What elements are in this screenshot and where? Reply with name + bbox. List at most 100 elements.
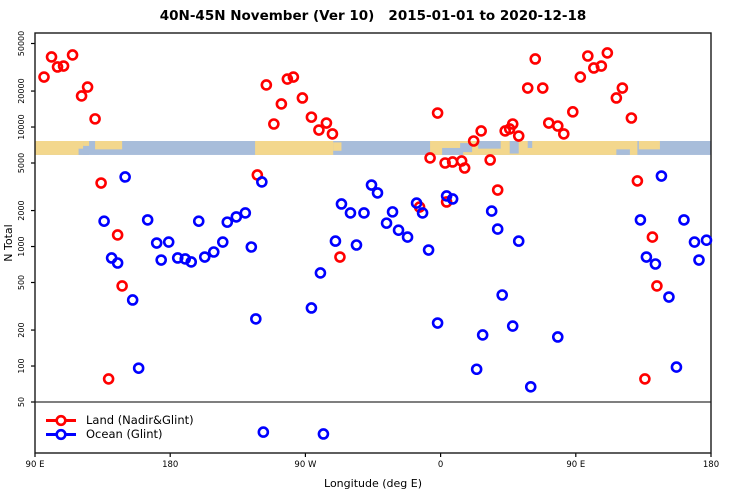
ocean-point	[250, 313, 262, 325]
land-point	[601, 47, 614, 59]
land-point	[45, 51, 58, 63]
ocean-point	[551, 331, 564, 343]
legend-label-land: Land (Nadir&Glint)	[86, 413, 194, 427]
ocean-point	[216, 236, 229, 248]
ocean-point	[239, 207, 252, 219]
land-point	[521, 82, 534, 94]
x-tick-label: 90 E	[26, 460, 45, 470]
ocean-point	[126, 294, 139, 306]
ocean-point	[155, 254, 167, 266]
ocean-point	[221, 216, 234, 228]
land-point	[616, 82, 629, 94]
ocean-point	[431, 317, 444, 329]
ocean-point	[245, 241, 258, 253]
x-tick-label: 180	[162, 460, 178, 470]
land-point	[512, 130, 525, 142]
legend: Land (Nadir&Glint) Ocean (Glint)	[44, 413, 194, 441]
land-point	[66, 49, 79, 61]
ocean-point	[496, 289, 508, 301]
land-point	[529, 53, 542, 65]
land-point	[467, 135, 480, 147]
ocean-point	[386, 206, 399, 218]
x-axis-title: Longitude (deg E)	[324, 477, 422, 490]
ocean-point	[230, 211, 243, 223]
land-point	[305, 111, 318, 123]
ocean-point	[329, 235, 342, 247]
ocean-point	[257, 426, 270, 438]
land-point	[491, 184, 504, 196]
ocean-point	[446, 193, 459, 205]
ocean-point	[401, 231, 414, 243]
ocean-point	[317, 428, 330, 440]
land-point	[639, 373, 651, 385]
y-tick-label: 5000	[17, 153, 26, 173]
ocean-point	[371, 187, 384, 199]
land-point	[475, 125, 487, 137]
ocean-series-marker-icon	[46, 428, 76, 440]
land-point	[89, 113, 101, 125]
ocean-point	[470, 363, 483, 376]
ocean-point	[663, 291, 675, 303]
land-point	[651, 280, 663, 292]
land-point	[610, 92, 623, 104]
ocean-point	[162, 236, 175, 248]
land-point	[275, 98, 288, 110]
land-point	[646, 231, 659, 243]
ocean-point	[150, 237, 163, 249]
ocean-point	[198, 251, 211, 263]
land-point	[439, 157, 451, 169]
ocean-point	[416, 207, 429, 219]
ocean-point	[141, 214, 154, 226]
ocean-point	[649, 258, 662, 270]
ocean-point	[524, 381, 537, 393]
ocean-point	[98, 215, 110, 227]
x-tick-label: 90 W	[294, 460, 317, 470]
ocean-point	[365, 179, 378, 191]
y-tick-label: 500	[17, 275, 26, 290]
ocean-point	[111, 257, 124, 269]
legend-label-ocean: Ocean (Glint)	[86, 427, 163, 441]
map-band-ocean-patch	[509, 140, 519, 154]
land-point	[574, 71, 587, 83]
land-series-marker-icon	[46, 414, 76, 426]
legend-item-land: Land (Nadir&Glint)	[44, 413, 194, 427]
map-band-ocean-patch	[527, 140, 533, 148]
land-point	[625, 112, 638, 124]
land-point	[38, 71, 50, 83]
land-point	[557, 128, 570, 140]
ocean-point	[305, 302, 318, 314]
land-point	[595, 60, 608, 72]
y-tick-label: 100	[17, 358, 26, 373]
map-band-land-segment	[83, 140, 90, 146]
ocean-point	[207, 246, 220, 258]
ocean-point	[678, 214, 690, 226]
ocean-point	[314, 267, 327, 279]
x-tick-label: 90 E	[566, 460, 585, 470]
ocean-point	[476, 329, 489, 341]
land-point	[281, 73, 294, 85]
land-point	[536, 82, 549, 94]
land-point	[116, 280, 128, 292]
ocean-point	[335, 198, 348, 210]
map-band-land-segment	[545, 140, 638, 155]
land-point	[111, 229, 124, 241]
ocean-point	[358, 207, 370, 219]
map-band-ocean-patch	[616, 149, 630, 155]
ocean-point	[693, 254, 705, 266]
y-tick-label: 2000	[17, 200, 26, 220]
map-band-ocean-patch	[460, 143, 473, 153]
land-point	[75, 90, 88, 102]
land-point	[631, 175, 644, 187]
land-point	[81, 81, 94, 93]
ocean-point	[119, 171, 131, 183]
plot-box	[34, 32, 712, 454]
ocean-point	[634, 214, 647, 226]
land-point	[57, 60, 70, 72]
land-point	[313, 124, 325, 136]
land-point	[424, 152, 436, 164]
ocean-point	[506, 320, 519, 332]
ocean-point	[410, 197, 423, 209]
land-point	[431, 107, 444, 119]
map-band-land-segment	[95, 140, 123, 150]
